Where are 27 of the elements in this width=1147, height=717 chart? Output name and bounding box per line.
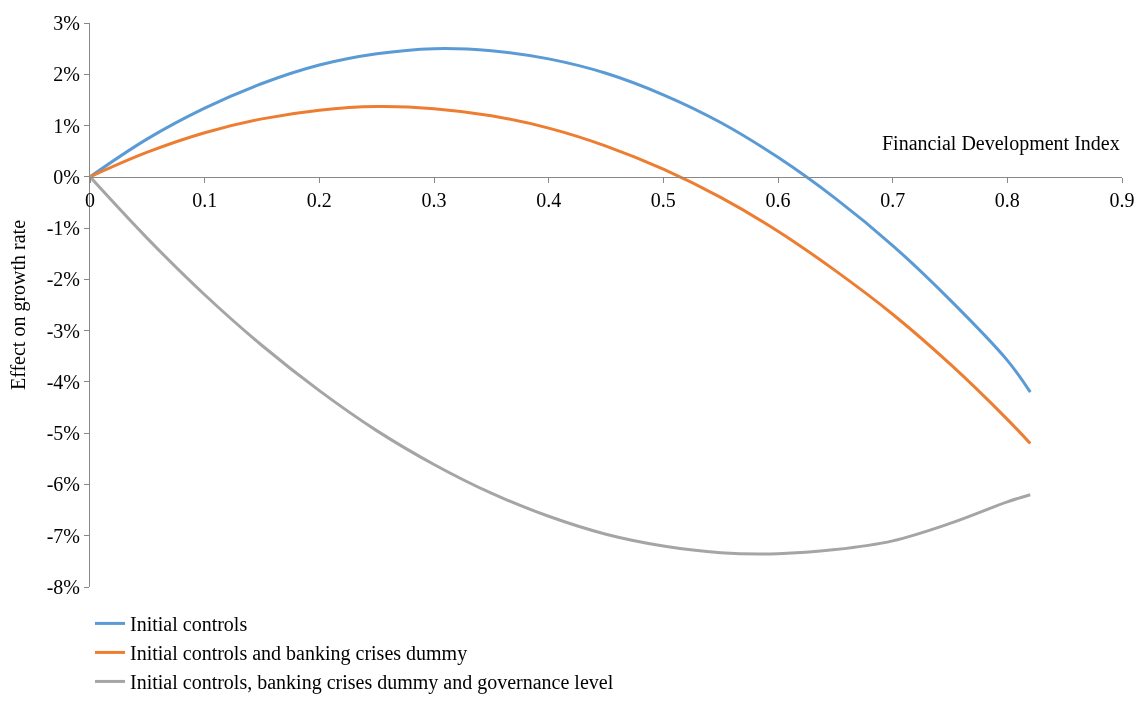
x-tick-label: 0.3 — [421, 188, 447, 211]
y-tick-label: 1% — [53, 114, 80, 137]
x-tick-label: 0.1 — [192, 188, 218, 211]
legend-label: Initial controls — [130, 613, 248, 636]
x-tick-label: 0 — [85, 188, 95, 211]
x-tick-label: 0.8 — [994, 188, 1020, 211]
y-axis-title: Effect on growth rate — [7, 219, 31, 391]
y-tick-label: -2% — [46, 268, 80, 291]
y-tick-label: 0% — [53, 165, 80, 188]
legend-label: Initial controls, banking crises dummy and governance level — [130, 671, 614, 695]
y-tick-label: -8% — [46, 576, 80, 598]
x-tick-label: 0.9 — [1109, 188, 1135, 211]
x-tick-label: 0.6 — [765, 188, 791, 211]
y-tick-label: -3% — [46, 319, 80, 342]
x-tick-label: 0.7 — [880, 188, 906, 211]
y-tick-label: -4% — [46, 370, 80, 393]
y-tick-label: 2% — [53, 63, 80, 86]
x-tick-label: 0.5 — [650, 188, 676, 211]
y-tick-label: -5% — [46, 422, 80, 445]
x-tick-label: 0.2 — [306, 188, 332, 211]
y-tick-label: -6% — [46, 473, 80, 496]
legend-label: Initial controls and banking crises dummy — [130, 642, 468, 666]
x-tick-label: 0.4 — [536, 188, 562, 211]
x-axis-title: Financial Development Index — [882, 132, 1120, 155]
y-tick-label: 3% — [53, 12, 80, 34]
y-tick-label: -1% — [46, 217, 80, 240]
y-tick-label: -7% — [46, 524, 80, 547]
